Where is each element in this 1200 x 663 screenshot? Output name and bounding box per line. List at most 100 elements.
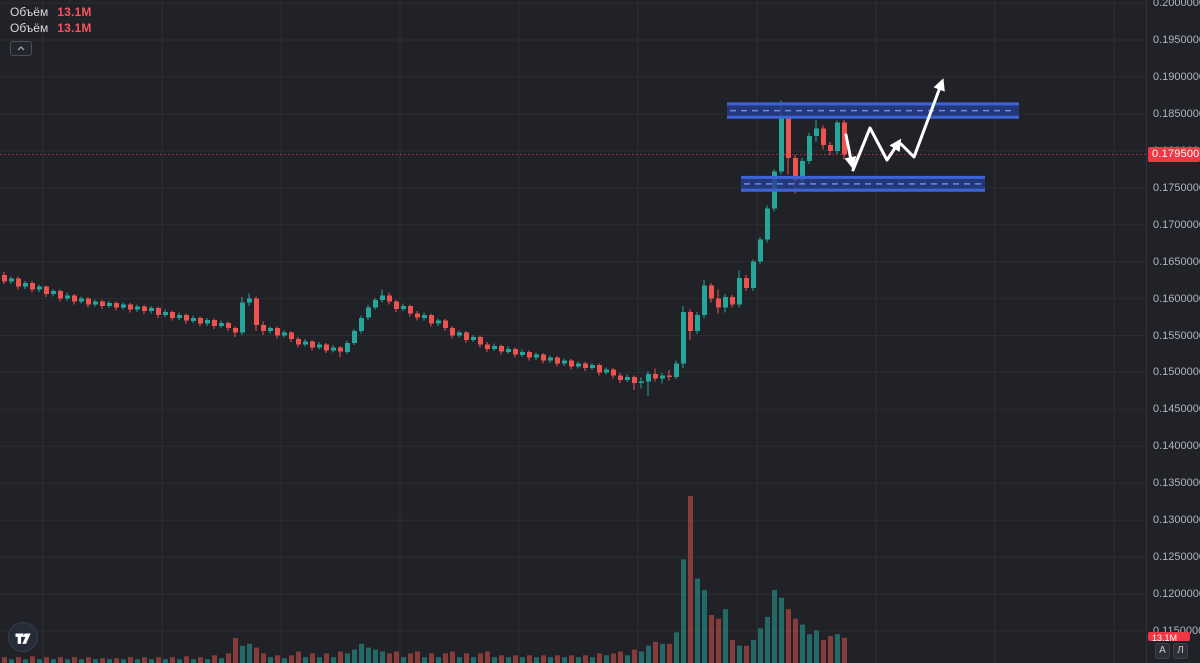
volume-bar bbox=[730, 640, 735, 663]
volume-bar bbox=[198, 657, 203, 663]
price-axis-label: 0.1250000 bbox=[1153, 551, 1200, 563]
legend-collapse-button[interactable] bbox=[10, 41, 32, 56]
volume-axis-tag: 13.1M bbox=[1148, 632, 1190, 641]
volume-bar bbox=[93, 659, 98, 663]
volume-bar bbox=[415, 651, 420, 663]
volume-bar bbox=[660, 643, 665, 663]
projection-arrow[interactable] bbox=[851, 126, 902, 172]
volume-bar bbox=[744, 645, 749, 663]
volume-bar bbox=[639, 651, 644, 663]
candle-body bbox=[184, 314, 189, 321]
volume-bar bbox=[135, 659, 140, 663]
candle-body bbox=[240, 302, 245, 333]
candle-body bbox=[65, 295, 70, 299]
price-axis[interactable]: 0.1795000 13.1M А Л 0.2000000 0.1950000 0.… bbox=[1146, 0, 1200, 663]
volume-bar bbox=[345, 653, 350, 663]
volume-bar bbox=[555, 655, 560, 663]
candle-body bbox=[289, 332, 294, 340]
price-axis-label: 0.1650000 bbox=[1153, 256, 1200, 268]
volume-bar bbox=[772, 590, 777, 663]
supply-demand-zones[interactable] bbox=[727, 102, 1019, 192]
log-scale-button[interactable]: Л bbox=[1173, 643, 1188, 659]
volume-bar bbox=[16, 657, 21, 663]
candle-body bbox=[667, 375, 672, 377]
volume-bar bbox=[317, 657, 322, 663]
volume-bar bbox=[632, 649, 637, 663]
volume-bar bbox=[289, 655, 294, 663]
volume-bar bbox=[835, 634, 840, 663]
volume-bar bbox=[2, 657, 7, 663]
volume-bar bbox=[751, 640, 756, 663]
candle-body bbox=[170, 311, 175, 318]
volume-bar bbox=[51, 659, 56, 663]
candle-body bbox=[723, 297, 728, 308]
candle-body bbox=[660, 375, 665, 379]
volume-bar bbox=[331, 657, 336, 663]
volume-bar bbox=[121, 659, 126, 663]
volume-bar bbox=[485, 651, 490, 663]
candle-body bbox=[191, 317, 196, 321]
candle-body bbox=[359, 317, 364, 332]
price-axis-label: 0.1500000 bbox=[1153, 366, 1200, 378]
legend-row-volume-1[interactable]: Объём 13.1M bbox=[10, 4, 92, 20]
candle-body bbox=[422, 314, 427, 318]
indicator-value: 13.1M bbox=[57, 21, 92, 35]
candle-body bbox=[128, 304, 133, 310]
volume-bar bbox=[128, 657, 133, 663]
volume-bar bbox=[793, 618, 798, 663]
volume-bar bbox=[548, 657, 553, 663]
chart-canvas[interactable] bbox=[0, 0, 1146, 663]
candle-body bbox=[100, 301, 105, 306]
price-axis-label: 0.1450000 bbox=[1153, 403, 1200, 415]
candle-body bbox=[149, 308, 154, 312]
projection-arrows[interactable] bbox=[844, 78, 945, 172]
candle-body bbox=[779, 118, 784, 172]
candle-body bbox=[569, 360, 574, 367]
candle-body bbox=[674, 363, 679, 377]
tradingview-logo[interactable] bbox=[6, 620, 40, 659]
candle-body bbox=[646, 373, 651, 382]
candle-body bbox=[324, 344, 329, 351]
price-axis-label: 0.2000000 bbox=[1153, 0, 1200, 9]
candle-body bbox=[443, 320, 448, 329]
candle-body bbox=[828, 144, 833, 151]
volume-bar bbox=[758, 628, 763, 663]
volume-bar bbox=[100, 658, 105, 663]
volume-bar bbox=[779, 597, 784, 663]
volume-bar bbox=[219, 658, 224, 663]
candle-body bbox=[471, 337, 476, 340]
projection-arrow[interactable] bbox=[899, 78, 945, 159]
grid-lines bbox=[0, 0, 1146, 663]
indicator-title: Объём bbox=[10, 21, 49, 35]
resistance-zone[interactable] bbox=[727, 102, 1019, 119]
volume-bar bbox=[233, 638, 238, 663]
volume-bar bbox=[394, 651, 399, 663]
candle-body bbox=[23, 283, 28, 287]
legend-row-volume-2[interactable]: Объём 13.1M bbox=[10, 20, 92, 36]
auto-scale-button[interactable]: А bbox=[1155, 643, 1170, 659]
candle-body bbox=[485, 344, 490, 349]
volume-bar bbox=[492, 657, 497, 663]
volume-bar bbox=[296, 651, 301, 663]
candle-body bbox=[814, 128, 819, 137]
candle-body bbox=[93, 301, 98, 305]
candle-body bbox=[709, 285, 714, 299]
volume-bar bbox=[534, 657, 539, 663]
candle-body bbox=[548, 357, 553, 361]
price-axis-label: 0.1700000 bbox=[1153, 219, 1200, 231]
volume-bar bbox=[212, 655, 217, 663]
candle-body bbox=[541, 354, 546, 361]
volume-bar bbox=[205, 659, 210, 663]
current-price-tag: 0.1795000 bbox=[1148, 147, 1200, 162]
zone-fill bbox=[741, 177, 985, 191]
candle-body bbox=[492, 345, 497, 349]
support-zone[interactable] bbox=[741, 175, 985, 192]
volume-bar bbox=[604, 655, 609, 663]
volume-bar bbox=[681, 559, 686, 663]
projection-arrow[interactable] bbox=[844, 133, 857, 169]
candle-body bbox=[527, 351, 532, 358]
chevron-up-icon bbox=[17, 46, 25, 51]
volume-bar bbox=[653, 641, 658, 663]
volume-bar bbox=[709, 615, 714, 663]
volume-bar bbox=[30, 656, 35, 663]
